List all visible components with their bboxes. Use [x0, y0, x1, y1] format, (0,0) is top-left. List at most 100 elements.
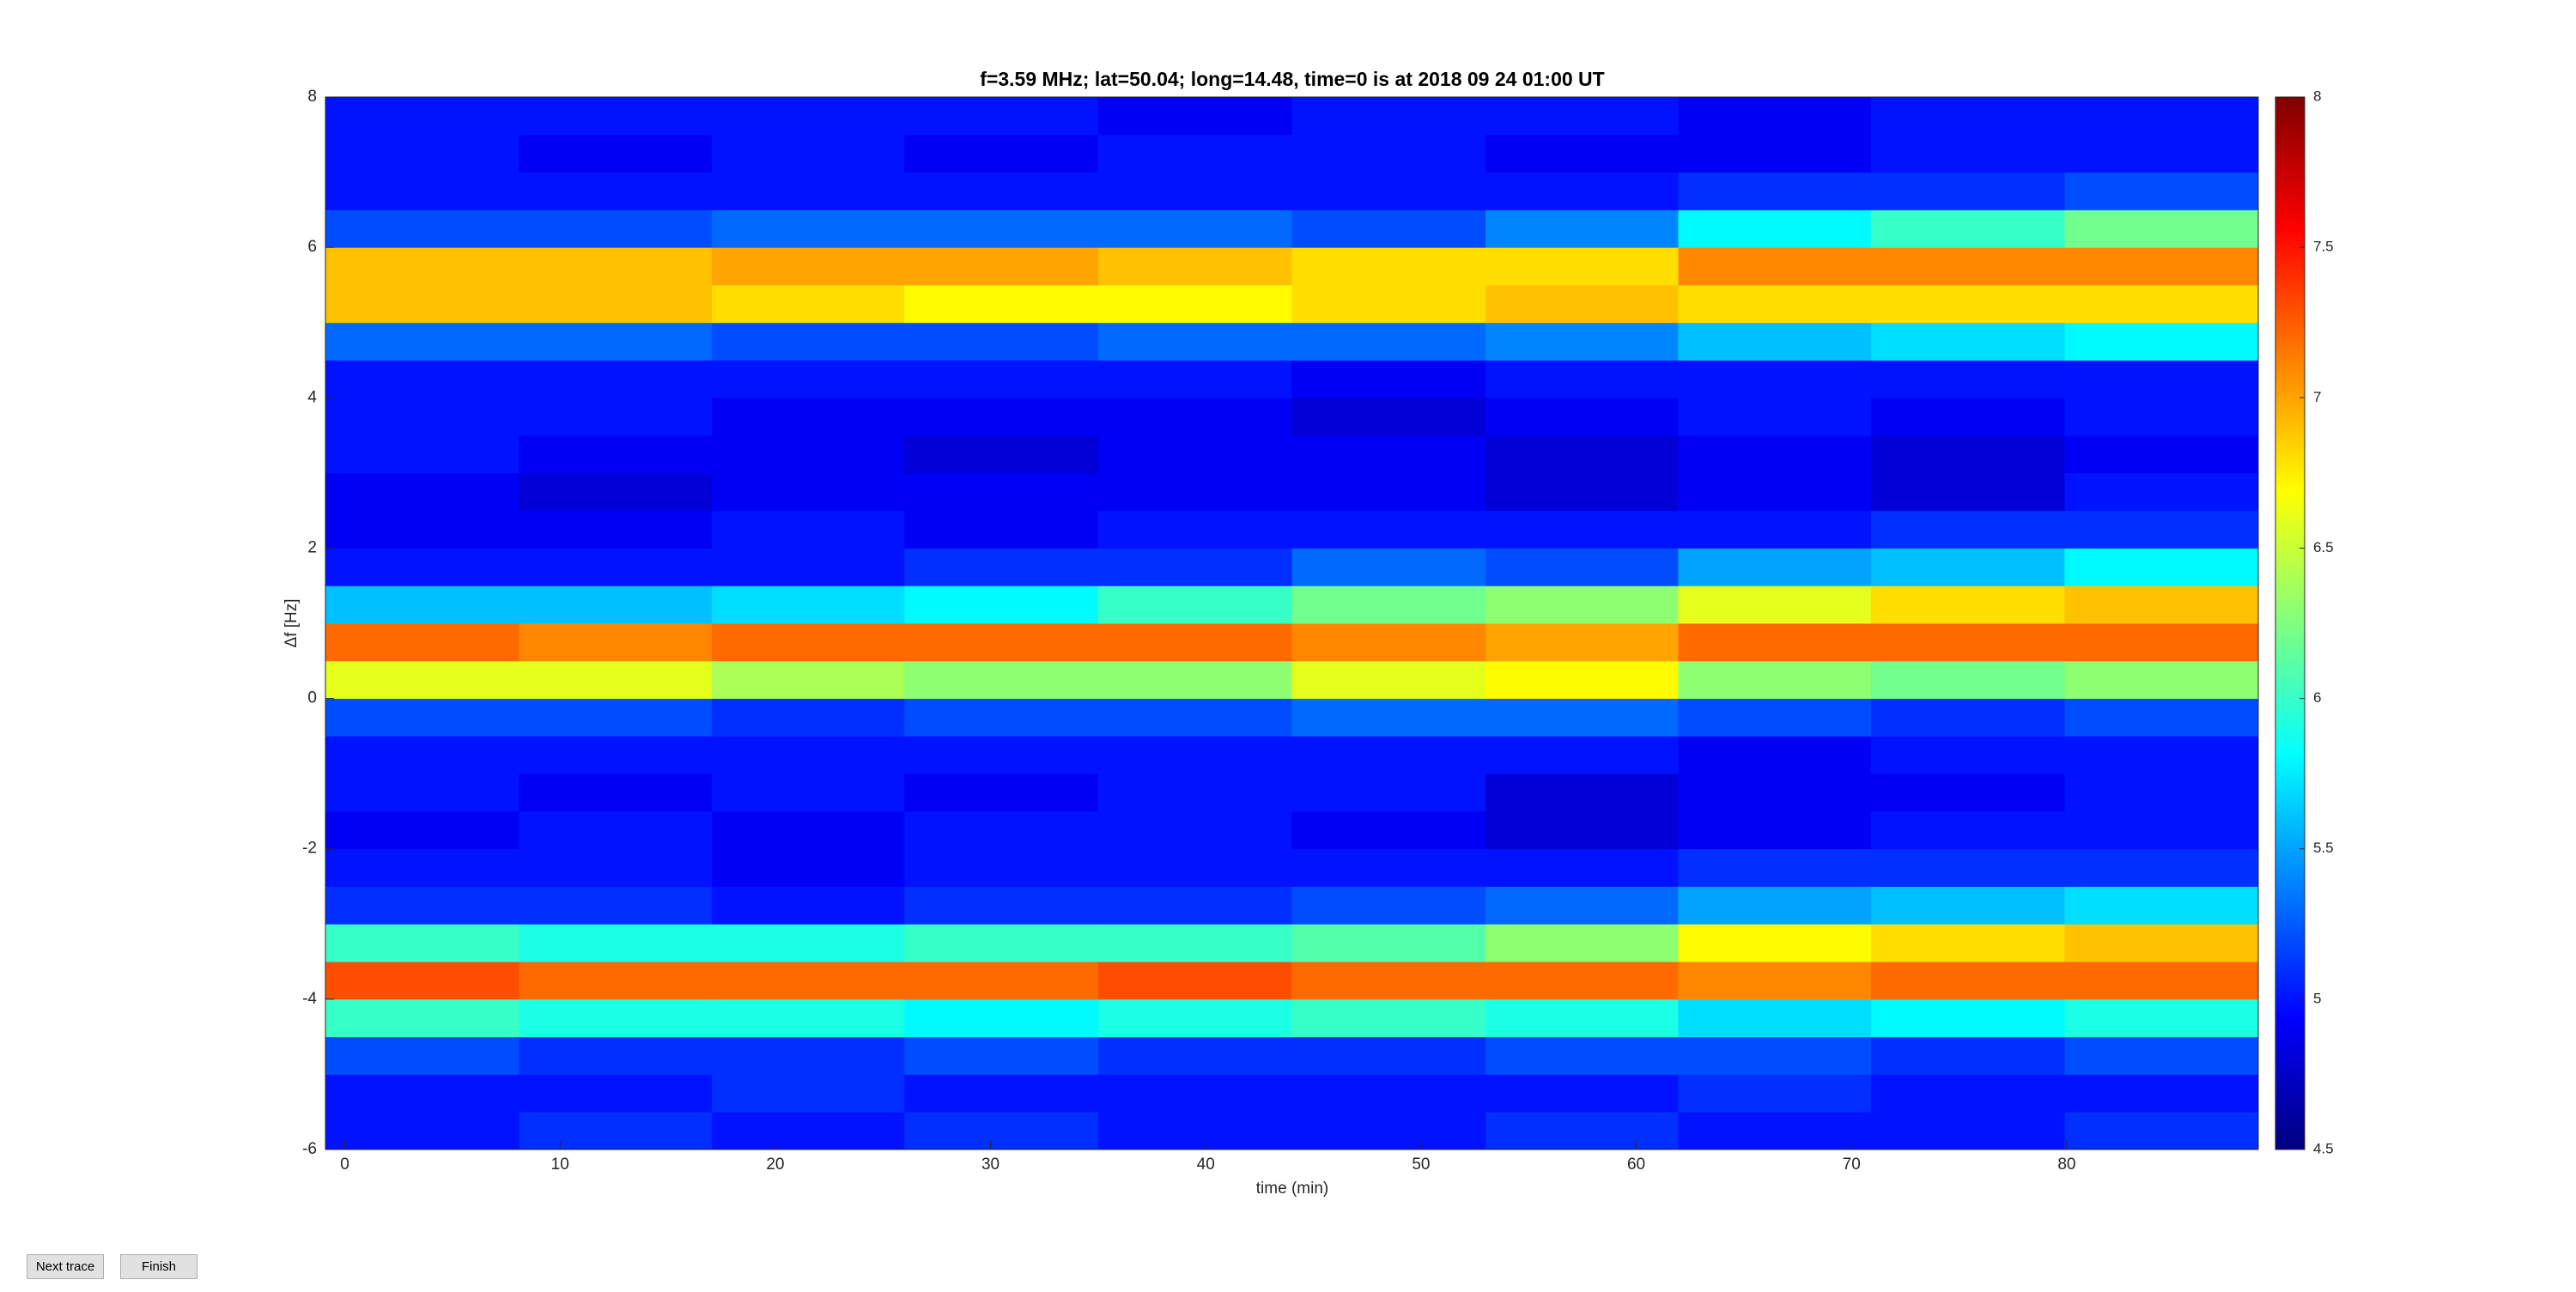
heatmap-cell — [904, 660, 1099, 700]
heatmap-cell — [1870, 886, 2065, 925]
heatmap-cell — [519, 435, 713, 474]
heatmap-cell — [1097, 172, 1292, 210]
heatmap-cell — [325, 397, 520, 436]
heatmap-cell — [325, 1074, 520, 1113]
finish-button[interactable]: Finish — [120, 1254, 197, 1279]
heatmap-cell — [1485, 1074, 1679, 1113]
heatmap-cell — [711, 510, 905, 549]
heatmap-cell — [519, 360, 713, 398]
heatmap-cell — [904, 886, 1099, 925]
heatmap-cell — [2064, 1074, 2258, 1113]
heatmap-cell — [519, 660, 713, 700]
heatmap-cell — [1678, 998, 1872, 1038]
x-tick-label: 40 — [1197, 1156, 1215, 1174]
y-tick-label: 0 — [307, 689, 317, 707]
heatmap-cell — [325, 736, 520, 774]
heatmap-cell — [1870, 1074, 2065, 1113]
heatmap-cell — [519, 961, 713, 1000]
heatmap-cell — [325, 773, 520, 812]
heatmap-cell — [2064, 585, 2258, 624]
heatmap-cell — [1678, 435, 1872, 474]
heatmap-cell — [1097, 848, 1292, 887]
next-trace-button[interactable]: Next trace — [27, 1254, 104, 1279]
heatmap-cell — [325, 924, 520, 962]
x-tick-label: 70 — [1843, 1156, 1861, 1174]
heatmap-cell — [519, 848, 713, 887]
heatmap-cell — [1870, 773, 2065, 812]
heatmap-cell — [519, 810, 713, 850]
heatmap-cell — [1291, 322, 1486, 361]
heatmap-cell — [1097, 810, 1292, 850]
heatmap-cell — [2064, 924, 2258, 962]
heatmap-cell — [1097, 585, 1292, 624]
heatmap-cell — [904, 247, 1099, 286]
heatmap-cell — [1485, 548, 1679, 586]
heatmap-cell — [1678, 172, 1872, 210]
heatmap-cell — [1097, 134, 1292, 173]
heatmap-cell — [1291, 134, 1486, 173]
heatmap-cell — [1291, 397, 1486, 436]
heatmap-cell — [1678, 360, 1872, 398]
heatmap-cell — [904, 1074, 1099, 1113]
heatmap-cell — [711, 961, 905, 1000]
heatmap-cell — [1678, 397, 1872, 436]
colorbar-tick-label: 8 — [2313, 88, 2321, 104]
heatmap-cell — [904, 773, 1099, 812]
heatmap-cell — [1678, 1074, 1872, 1113]
heatmap-cell — [1870, 97, 2065, 136]
heatmap-cell — [1678, 924, 1872, 962]
y-tick-label: 4 — [307, 388, 317, 406]
heatmap-cell — [1291, 660, 1486, 700]
heatmap-cell — [1678, 284, 1872, 324]
heatmap-cell — [325, 698, 520, 737]
heatmap-cell — [325, 848, 520, 887]
heatmap-cell — [1678, 736, 1872, 774]
heatmap-cell — [904, 360, 1099, 398]
heatmap-cell — [1097, 209, 1292, 248]
heatmap-cell — [1678, 510, 1872, 549]
heatmap-cell — [1870, 360, 2065, 398]
heatmap-cell — [904, 97, 1099, 136]
y-tick-label: 8 — [307, 88, 317, 106]
heatmap-cell — [325, 172, 520, 210]
heatmap-cell — [1870, 810, 2065, 850]
colorbar-tick-label: 5.5 — [2313, 840, 2334, 856]
heatmap-cell — [325, 998, 520, 1038]
heatmap-cell — [2064, 886, 2258, 925]
heatmap-cell — [1097, 698, 1292, 737]
heatmap-cell — [904, 472, 1099, 512]
heatmap-cell — [1678, 961, 1872, 1000]
heatmap-cell — [1291, 961, 1486, 1000]
heatmap-cell — [1097, 773, 1292, 812]
heatmap-cell — [1870, 322, 2065, 361]
heatmap-cell — [1870, 623, 2065, 662]
y-tick-label: 6 — [307, 238, 317, 256]
heatmap-cell — [1870, 134, 2065, 173]
heatmap-cell — [2064, 472, 2258, 512]
heatmap-cell — [1485, 322, 1679, 361]
heatmap-cell — [1870, 1112, 2065, 1149]
heatmap-cell — [904, 810, 1099, 850]
heatmap-cell — [1678, 548, 1872, 586]
x-tick-label: 20 — [766, 1156, 784, 1174]
heatmap-cell — [519, 510, 713, 549]
heatmap-cell — [325, 623, 520, 662]
heatmap-cell — [1097, 510, 1292, 549]
heatmap-cell — [1097, 924, 1292, 962]
heatmap-cell — [2064, 322, 2258, 361]
heatmap-cell — [519, 97, 713, 136]
heatmap-cell — [2064, 510, 2258, 549]
heatmap-cell — [1291, 435, 1486, 474]
heatmap-cell — [1291, 623, 1486, 662]
heatmap-cell — [325, 1036, 520, 1075]
heatmap-cell — [1870, 397, 2065, 436]
heatmap-cell — [519, 548, 713, 586]
heatmap-cell — [904, 1036, 1099, 1075]
heatmap-cell — [1097, 548, 1292, 586]
x-tick-label: 10 — [551, 1156, 569, 1174]
heatmap-cell — [1291, 209, 1486, 248]
heatmap-cell — [2064, 209, 2258, 248]
heatmap-cell — [325, 660, 520, 700]
heatmap-cell — [1678, 810, 1872, 850]
heatmap-cell — [1291, 548, 1486, 586]
